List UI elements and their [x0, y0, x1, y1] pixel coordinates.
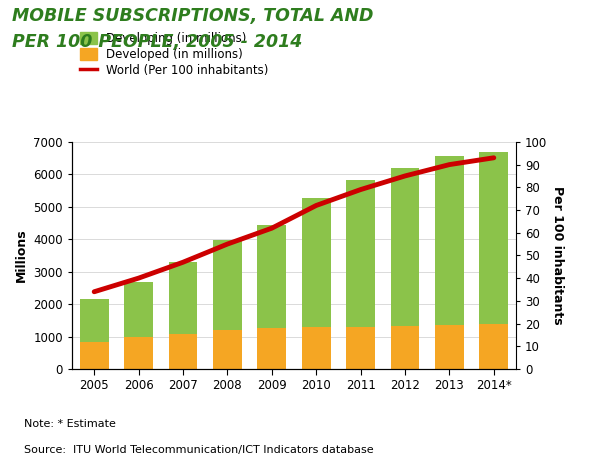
Text: MOBILE SUBSCRIPTIONS, TOTAL AND: MOBILE SUBSCRIPTIONS, TOTAL AND	[12, 7, 373, 25]
Bar	[80, 298, 109, 342]
Bar	[302, 327, 331, 369]
Bar	[124, 282, 153, 336]
Text: Source:  ITU World Telecommunication/ICT Indicators database: Source: ITU World Telecommunication/ICT …	[24, 445, 374, 455]
Y-axis label: Per 100 inhabitants: Per 100 inhabitants	[551, 186, 564, 325]
Legend: Developing (in millions), Developed (in millions), World (Per 100 inhabitants): Developing (in millions), Developed (in …	[78, 30, 271, 79]
Bar	[479, 324, 508, 369]
Text: Note: * Estimate: Note: * Estimate	[24, 419, 116, 429]
Bar	[435, 157, 464, 325]
Bar	[346, 327, 375, 369]
Bar	[124, 336, 153, 369]
Bar	[213, 240, 242, 330]
Bar	[80, 342, 109, 369]
Bar	[257, 225, 286, 328]
Bar	[213, 330, 242, 369]
Bar	[435, 325, 464, 369]
Text: PER 100 PEOPLE, 2005 - 2014: PER 100 PEOPLE, 2005 - 2014	[12, 33, 302, 51]
Bar	[302, 198, 331, 327]
Bar	[257, 328, 286, 369]
Bar	[391, 167, 419, 326]
Bar	[391, 326, 419, 369]
Bar	[346, 180, 375, 327]
Bar	[479, 152, 508, 324]
Bar	[169, 334, 197, 369]
Y-axis label: Millions: Millions	[15, 228, 28, 282]
Bar	[169, 262, 197, 334]
